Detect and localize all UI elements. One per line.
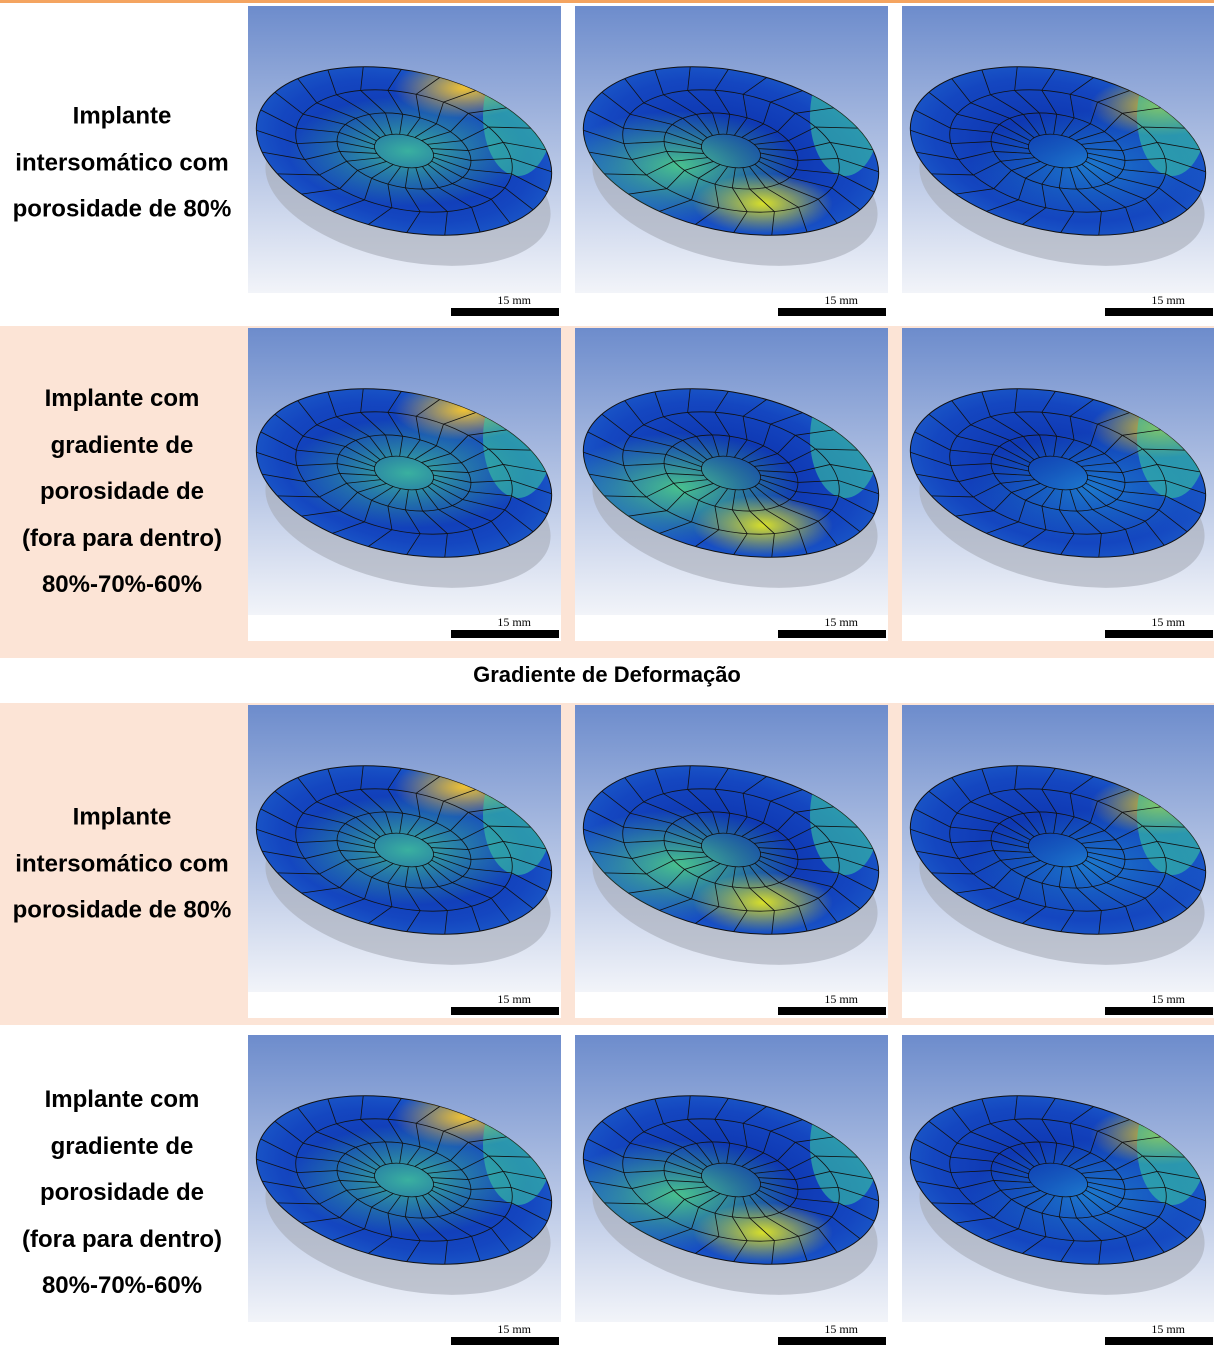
row-label: Implante intersomático com porosidade de… xyxy=(12,794,232,934)
image-cell: 15 mm xyxy=(575,705,888,1018)
scale-bar-line xyxy=(1105,630,1213,638)
simulation-render xyxy=(248,1035,561,1322)
table-row: Implante com gradiente de porosidade de … xyxy=(0,1033,1214,1353)
scale-bar: 15 mm xyxy=(449,293,561,319)
scale-bar-line xyxy=(451,308,559,316)
scale-bar-line xyxy=(1105,308,1213,316)
simulation-render xyxy=(575,328,888,615)
scale-label: 15 mm xyxy=(497,293,531,308)
image-cell: 15 mm xyxy=(575,328,888,641)
scale-label: 15 mm xyxy=(497,615,531,630)
scale-bar-line xyxy=(1105,1007,1213,1015)
scale-bar: 15 mm xyxy=(776,615,888,641)
simulation-render xyxy=(248,6,561,293)
image-cell: 15 mm xyxy=(902,328,1214,641)
scale-bar-line xyxy=(778,1007,886,1015)
simulation-render xyxy=(902,1035,1214,1322)
row-label: Implante com gradiente de porosidade de … xyxy=(12,376,232,609)
scale-label: 15 mm xyxy=(824,293,858,308)
image-cell: 15 mm xyxy=(575,1035,888,1348)
scale-label: 15 mm xyxy=(1151,992,1185,1007)
scale-bar: 15 mm xyxy=(1103,615,1214,641)
scale-label: 15 mm xyxy=(1151,615,1185,630)
image-cell: 15 mm xyxy=(575,6,888,319)
scale-bar-line xyxy=(451,1337,559,1345)
image-cell: 15 mm xyxy=(248,6,561,319)
scale-bar-line xyxy=(451,1007,559,1015)
scale-bar-line xyxy=(451,630,559,638)
row-label: Implante intersomático com porosidade de… xyxy=(12,93,232,233)
scale-bar-line xyxy=(778,308,886,316)
table-row: Implante intersomático com porosidade de… xyxy=(0,4,1214,322)
scale-bar: 15 mm xyxy=(1103,992,1214,1018)
image-cell: 15 mm xyxy=(902,705,1214,1018)
simulation-render xyxy=(248,328,561,615)
simulation-render xyxy=(902,328,1214,615)
scale-bar-line xyxy=(778,1337,886,1345)
scale-bar: 15 mm xyxy=(449,992,561,1018)
simulation-render xyxy=(248,705,561,992)
scale-bar: 15 mm xyxy=(776,1322,888,1348)
section-title: Gradiente de Deformação xyxy=(0,662,1214,688)
scale-bar: 15 mm xyxy=(1103,293,1214,319)
scale-bar-line xyxy=(1105,1337,1213,1345)
row-label: Implante com gradiente de porosidade de … xyxy=(12,1077,232,1310)
image-cell: 15 mm xyxy=(248,328,561,641)
page: {"groups": [ {"rows": [ {"label": "Impla… xyxy=(0,0,1214,1353)
scale-bar: 15 mm xyxy=(449,615,561,641)
image-cell: 15 mm xyxy=(902,1035,1214,1348)
scale-label: 15 mm xyxy=(824,1322,858,1337)
scale-bar-line xyxy=(778,630,886,638)
image-cell: 15 mm xyxy=(248,705,561,1018)
simulation-render xyxy=(902,705,1214,992)
scale-label: 15 mm xyxy=(1151,1322,1185,1337)
simulation-render xyxy=(575,1035,888,1322)
scale-label: 15 mm xyxy=(497,1322,531,1337)
scale-bar: 15 mm xyxy=(1103,1322,1214,1348)
table-row: Implante com gradiente de porosidade de … xyxy=(0,326,1214,658)
scale-label: 15 mm xyxy=(1151,293,1185,308)
scale-label: 15 mm xyxy=(497,992,531,1007)
scale-label: 15 mm xyxy=(824,992,858,1007)
scale-bar: 15 mm xyxy=(449,1322,561,1348)
table-row: Implante intersomático com porosidade de… xyxy=(0,703,1214,1025)
simulation-render xyxy=(902,6,1214,293)
top-rule xyxy=(0,0,1214,3)
scale-label: 15 mm xyxy=(824,615,858,630)
scale-bar: 15 mm xyxy=(776,992,888,1018)
image-cell: 15 mm xyxy=(248,1035,561,1348)
image-cell: 15 mm xyxy=(902,6,1214,319)
scale-bar: 15 mm xyxy=(776,293,888,319)
simulation-render xyxy=(575,705,888,992)
simulation-render xyxy=(575,6,888,293)
